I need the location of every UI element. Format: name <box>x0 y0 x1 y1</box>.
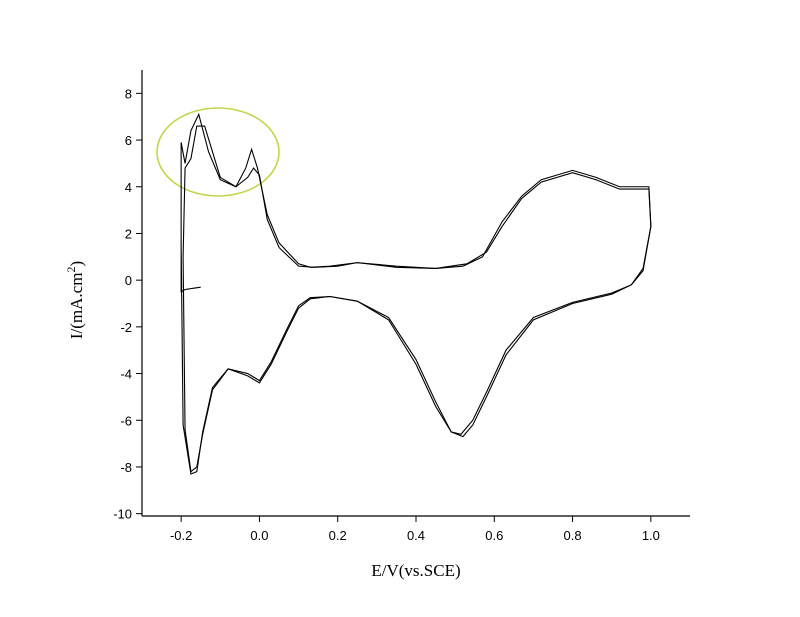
x-tick-label: -0.2 <box>170 528 192 543</box>
y-axis-label: I/(mA.cm2) <box>64 261 86 339</box>
y-label-end: ) <box>67 261 86 267</box>
y-tick-label: -4 <box>120 367 132 382</box>
y-tick-label: 4 <box>125 180 132 195</box>
x-tick-label: 0.6 <box>485 528 503 543</box>
x-tick-label: 1.0 <box>642 528 660 543</box>
highlight-ellipse <box>156 107 280 197</box>
y-label-main: I/(mA.cm <box>67 273 86 340</box>
x-tick-label: 0.4 <box>407 528 425 543</box>
y-tick-label: 6 <box>125 133 132 148</box>
cv-curve <box>182 125 652 473</box>
y-tick-label: 2 <box>125 226 132 241</box>
y-tick-label: -8 <box>120 460 132 475</box>
y-tick-label: -10 <box>113 507 132 522</box>
y-tick-label: -6 <box>120 413 132 428</box>
x-tick-label: 0.2 <box>329 528 347 543</box>
y-tick-label: -2 <box>120 320 132 335</box>
y-tick-label: 0 <box>125 273 132 288</box>
x-tick-label: 0.0 <box>250 528 268 543</box>
y-tick-label: 8 <box>125 86 132 101</box>
y-label-sup: 2 <box>64 267 78 273</box>
x-axis-label: E/V(vs.SCE) <box>371 561 460 580</box>
x-tick-label: 0.8 <box>564 528 582 543</box>
